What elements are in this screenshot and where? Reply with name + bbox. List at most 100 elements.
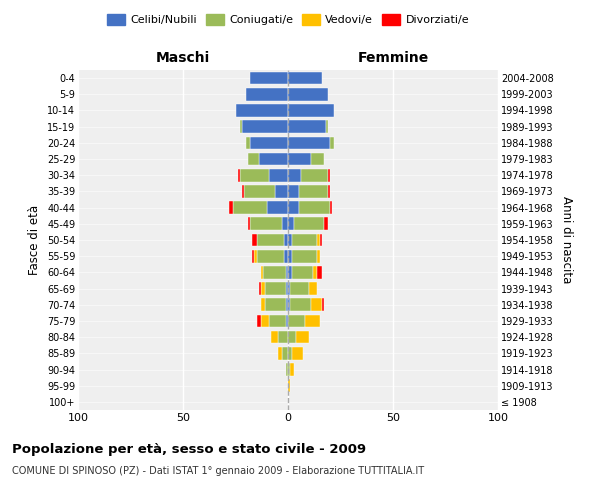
Bar [259, 152, 288, 166]
Bar [292, 234, 317, 246]
Bar [322, 298, 324, 311]
Text: Femmine: Femmine [358, 51, 428, 65]
Bar [288, 218, 295, 230]
Bar [288, 120, 326, 133]
Bar [269, 314, 286, 328]
Bar [284, 250, 288, 262]
Bar [246, 136, 250, 149]
Bar [301, 169, 328, 181]
Bar [260, 282, 265, 295]
Y-axis label: Anni di nascita: Anni di nascita [560, 196, 573, 284]
Bar [288, 185, 299, 198]
Bar [238, 169, 240, 181]
Bar [290, 298, 311, 311]
Bar [288, 234, 292, 246]
Bar [250, 72, 288, 85]
Bar [324, 218, 328, 230]
Bar [328, 169, 330, 181]
Bar [288, 202, 299, 214]
Bar [288, 88, 328, 101]
Y-axis label: Fasce di età: Fasce di età [28, 205, 41, 275]
Bar [252, 250, 254, 262]
Bar [277, 331, 288, 344]
Text: Popolazione per età, sesso e stato civile - 2009: Popolazione per età, sesso e stato civil… [12, 442, 366, 456]
Bar [233, 202, 267, 214]
Bar [288, 331, 296, 344]
Text: COMUNE DI SPINOSO (PZ) - Dati ISTAT 1° gennaio 2009 - Elaborazione TUTTITALIA.IT: COMUNE DI SPINOSO (PZ) - Dati ISTAT 1° g… [12, 466, 424, 476]
Bar [240, 169, 269, 181]
Bar [275, 185, 288, 198]
Bar [265, 298, 286, 311]
Bar [286, 314, 288, 328]
Bar [260, 266, 263, 278]
Bar [299, 202, 330, 214]
Bar [263, 266, 286, 278]
Bar [288, 314, 305, 328]
Legend: Celibi/Nubili, Coniugati/e, Vedovi/e, Divorziati/e: Celibi/Nubili, Coniugati/e, Vedovi/e, Di… [104, 10, 472, 29]
Bar [296, 331, 309, 344]
Bar [259, 282, 260, 295]
Bar [328, 185, 330, 198]
Bar [309, 282, 317, 295]
Bar [271, 331, 277, 344]
Bar [248, 152, 259, 166]
Text: Maschi: Maschi [156, 51, 210, 65]
Bar [261, 314, 269, 328]
Bar [250, 136, 288, 149]
Bar [317, 250, 320, 262]
Bar [326, 120, 328, 133]
Bar [299, 185, 328, 198]
Bar [330, 136, 334, 149]
Bar [253, 234, 257, 246]
Bar [286, 282, 288, 295]
Bar [288, 380, 290, 392]
Bar [288, 152, 311, 166]
Bar [235, 104, 288, 117]
Bar [282, 347, 288, 360]
Bar [257, 250, 284, 262]
Bar [242, 120, 288, 133]
Bar [257, 234, 284, 246]
Bar [311, 152, 324, 166]
Bar [265, 282, 286, 295]
Bar [288, 282, 290, 295]
Bar [313, 266, 317, 278]
Bar [288, 347, 292, 360]
Bar [240, 120, 242, 133]
Bar [288, 266, 292, 278]
Bar [292, 250, 317, 262]
Bar [305, 314, 320, 328]
Bar [277, 347, 282, 360]
Bar [282, 218, 288, 230]
Bar [292, 266, 313, 278]
Bar [288, 72, 322, 85]
Bar [248, 218, 250, 230]
Bar [288, 363, 290, 376]
Bar [317, 234, 320, 246]
Bar [242, 185, 244, 198]
Bar [254, 250, 257, 262]
Bar [267, 202, 288, 214]
Bar [269, 169, 288, 181]
Bar [290, 282, 309, 295]
Bar [288, 298, 290, 311]
Bar [317, 266, 322, 278]
Bar [295, 218, 324, 230]
Bar [284, 234, 288, 246]
Bar [244, 185, 275, 198]
Bar [311, 298, 322, 311]
Bar [288, 250, 292, 262]
Bar [288, 136, 330, 149]
Bar [286, 363, 288, 376]
Bar [257, 314, 260, 328]
Bar [320, 234, 322, 246]
Bar [292, 347, 303, 360]
Bar [286, 266, 288, 278]
Bar [250, 218, 282, 230]
Bar [286, 298, 288, 311]
Bar [330, 202, 332, 214]
Bar [229, 202, 233, 214]
Bar [288, 104, 334, 117]
Bar [288, 169, 301, 181]
Bar [290, 363, 295, 376]
